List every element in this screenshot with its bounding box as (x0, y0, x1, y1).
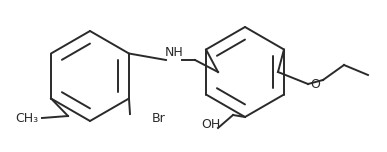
Text: CH₃: CH₃ (15, 112, 39, 124)
Text: Br: Br (152, 112, 166, 124)
Text: NH: NH (164, 45, 183, 59)
Text: OH: OH (201, 117, 221, 131)
Text: O: O (310, 78, 320, 90)
